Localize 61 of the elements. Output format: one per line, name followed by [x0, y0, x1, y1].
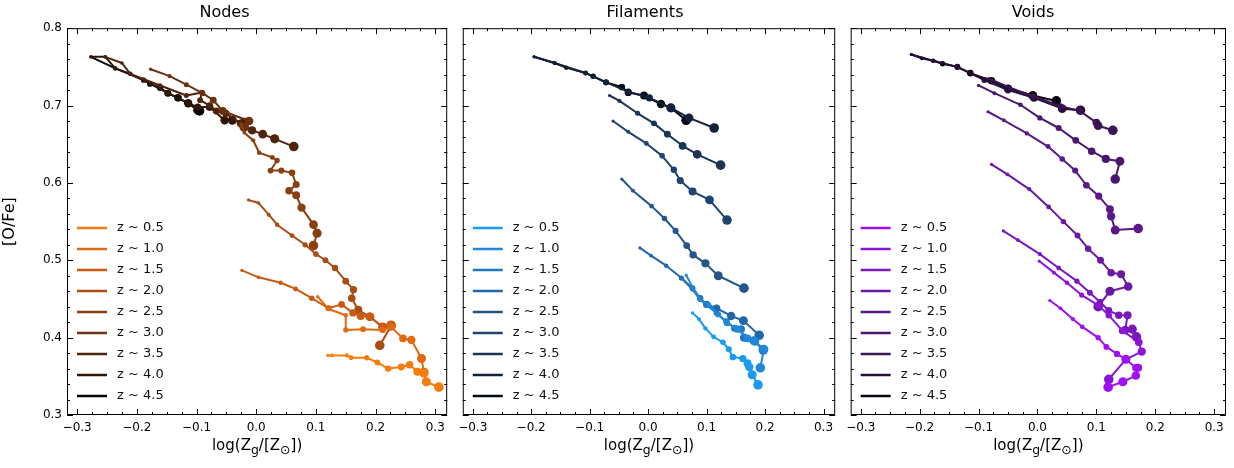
legend-label: z ~ 4.5 — [512, 387, 560, 403]
legend-label: z ~ 2.5 — [512, 303, 560, 319]
y-axis-title: [O/Fe] — [0, 197, 18, 246]
legend-label: z ~ 1.5 — [117, 261, 164, 277]
x-tick-label: −0.1 — [963, 420, 994, 435]
legend-label: z ~ 1.5 — [900, 261, 948, 277]
x-tick-label: 0.3 — [425, 420, 445, 435]
x-tick-label: 0.1 — [1086, 420, 1106, 435]
y-tick-label: 0.3 — [42, 407, 62, 422]
legend-label: z ~ 4.5 — [117, 387, 164, 403]
y-tick-label: 0.5 — [42, 252, 62, 267]
x-axis-title: log(Z$_{g}$/[Z$_{⊙}$]) — [993, 436, 1084, 457]
x-axis-title: log(Z$_{g}$/[Z$_{⊙}$]) — [211, 436, 303, 457]
legend-label: z ~ 1.5 — [512, 261, 560, 277]
chart-title: Filaments — [606, 1, 684, 21]
x-tick-label: 0.3 — [1204, 420, 1224, 435]
x-tick-label: 0.3 — [813, 420, 834, 435]
x-tick-label: −0.1 — [181, 420, 212, 435]
chart-title: Voids — [1011, 1, 1055, 21]
y-tick-label: 0.7 — [42, 97, 62, 112]
x-axis-title: log(Z$_{g}$/[Z$_{⊙}$]) — [603, 436, 695, 457]
y-tick-label: 0.6 — [42, 175, 62, 190]
legend-label: z ~ 3.5 — [117, 345, 164, 361]
legend-label: z ~ 2.0 — [900, 282, 948, 298]
y-tick-label: 0.4 — [42, 329, 62, 344]
x-tick-label: −0.3 — [62, 420, 92, 435]
legend-label: z ~ 3.5 — [512, 345, 560, 361]
x-tick-label: −0.2 — [122, 420, 152, 435]
legend-label: z ~ 1.0 — [900, 240, 948, 256]
x-tick-label: 0.1 — [306, 420, 326, 435]
x-tick-label: −0.3 — [846, 420, 876, 435]
legend-label: z ~ 2.5 — [900, 303, 948, 319]
chart-title: Nodes — [199, 1, 250, 21]
legend-label: z ~ 0.5 — [512, 219, 560, 235]
y-tick-label: 0.8 — [42, 20, 62, 35]
legend-label: z ~ 2.0 — [117, 282, 164, 298]
legend-label: z ~ 2.5 — [117, 303, 164, 319]
x-tick-label: −0.1 — [575, 420, 605, 435]
legend-label: z ~ 4.5 — [900, 387, 948, 403]
legend-label: z ~ 4.0 — [512, 366, 560, 382]
x-tick-label: 0.0 — [1027, 420, 1047, 435]
legend-label: z ~ 3.0 — [900, 324, 948, 340]
x-tick-label: −0.2 — [905, 420, 935, 435]
legend-label: z ~ 3.0 — [117, 324, 164, 340]
x-tick-label: −0.3 — [458, 420, 488, 435]
x-tick-label: 0.2 — [755, 420, 775, 435]
legend-label: z ~ 1.0 — [512, 240, 560, 256]
legend-label: z ~ 4.0 — [117, 366, 164, 382]
x-tick-label: 0.2 — [366, 420, 386, 435]
x-tick-label: 0.0 — [638, 420, 658, 435]
x-tick-label: 0.0 — [246, 420, 266, 435]
legend-label: z ~ 3.5 — [900, 345, 948, 361]
legend-label: z ~ 1.0 — [117, 240, 164, 256]
legend-label: z ~ 2.0 — [512, 282, 560, 298]
legend-label: z ~ 0.5 — [900, 219, 948, 235]
x-tick-label: 0.2 — [1145, 420, 1165, 435]
legend-label: z ~ 4.0 — [900, 366, 948, 382]
legend-label: z ~ 0.5 — [117, 219, 164, 235]
legend-label: z ~ 3.0 — [512, 324, 560, 340]
x-tick-label: 0.1 — [697, 420, 717, 435]
x-tick-label: −0.2 — [516, 420, 546, 435]
